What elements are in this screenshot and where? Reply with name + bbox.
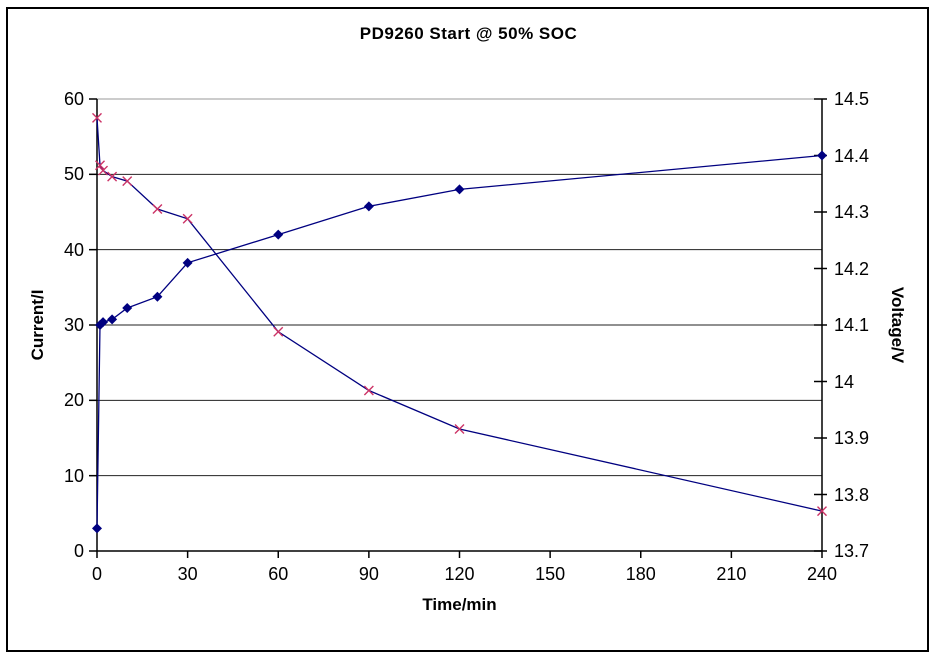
- x-axis-tick-label: 150: [535, 564, 566, 584]
- right-axis-tick-label: 14.2: [834, 258, 870, 279]
- x-marker: [182, 213, 193, 224]
- x-marker: [95, 160, 106, 171]
- right-axis-tick-label: 14.3: [834, 202, 870, 222]
- x-marker: [98, 165, 109, 176]
- diamond-marker: [817, 150, 827, 161]
- x-marker: [152, 203, 163, 214]
- left-axis-tick-label: 30: [63, 315, 84, 335]
- left-axis-tick-label: 60: [63, 89, 84, 109]
- right-axis-tick-label: 13.7: [834, 541, 870, 561]
- diamond-marker: [98, 317, 109, 328]
- x-marker: [107, 171, 118, 182]
- chart-title: PD9260 Start @ 50% SOC: [359, 24, 578, 43]
- x-marker: [817, 506, 827, 517]
- right-axis-tick-label: 13.8: [834, 484, 870, 505]
- series-line-voltage: [96, 154, 823, 529]
- right-axis-tick-label: 14.1: [834, 315, 870, 335]
- x-axis-tick-label: 210: [716, 564, 747, 584]
- x-axis-tick-label: 0: [91, 564, 102, 584]
- x-axis-tick-label: 120: [444, 564, 475, 584]
- diamond-marker: [152, 291, 163, 302]
- diamond-marker: [122, 303, 133, 314]
- right-axis-tick-label: 14.4: [834, 145, 870, 166]
- diamond-marker: [92, 523, 102, 534]
- x-marker: [92, 112, 102, 123]
- x-marker: [454, 423, 465, 434]
- diamond-marker: [273, 229, 284, 240]
- right-axis-tick-label: 14: [834, 371, 855, 392]
- right-axis-tick-label: 14.5: [834, 89, 870, 109]
- x-marker: [273, 326, 284, 337]
- left-axis-tick-label: 40: [63, 239, 84, 260]
- x-axis-tick-label: 180: [625, 564, 656, 584]
- right-axis-tick-label: 13.9: [834, 428, 870, 448]
- x-axis-title: Time/min: [422, 595, 497, 614]
- x-axis-tick-label: 240: [806, 564, 838, 584]
- left-axis-tick-label: 50: [63, 164, 84, 185]
- left-axis-tick-label: 10: [63, 465, 84, 486]
- x-axis-tick-label: 90: [358, 564, 379, 584]
- x-axis-tick-label: 30: [177, 564, 198, 584]
- x-marker: [363, 385, 374, 396]
- diamond-marker: [454, 184, 465, 195]
- chart-border: [6, 7, 929, 652]
- x-marker: [122, 176, 133, 187]
- diamond-marker: [107, 314, 118, 325]
- left-axis-tick-label: 20: [63, 390, 84, 411]
- x-axis-tick-label: 60: [268, 564, 289, 584]
- series-line-current: [96, 117, 823, 512]
- diamond-marker: [363, 201, 374, 212]
- left-axis-tick-label: 0: [73, 541, 84, 561]
- diamond-marker: [182, 257, 193, 268]
